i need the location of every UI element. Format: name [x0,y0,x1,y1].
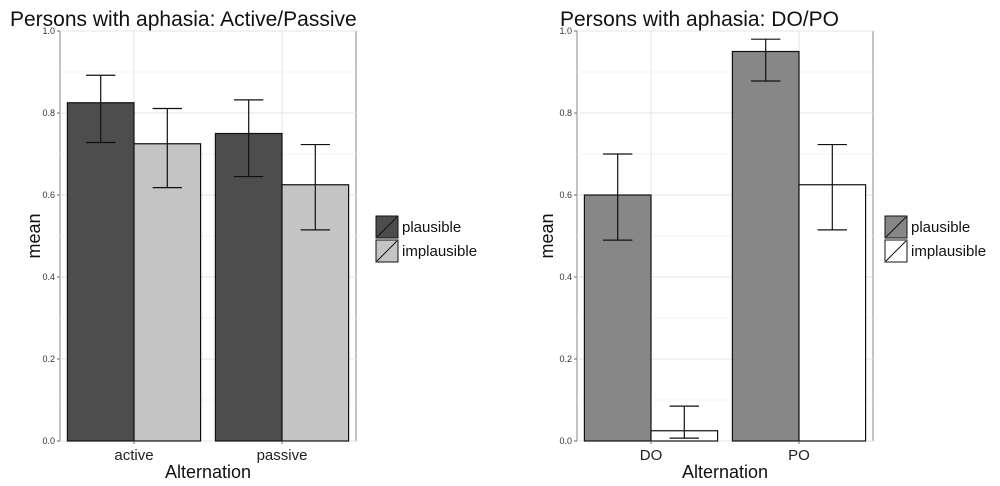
legend-key-slash [376,216,398,238]
legend-key-slash [376,240,398,262]
bar-plausible-PO [731,50,800,442]
chart-title: Persons with aphasia: DO/PO [560,8,839,31]
chart-do-po: Persons with aphasia: DO/PO 0.0 0.2 0.4 0.6 0… [537,8,986,482]
legend-label-implausible: implausible [911,243,986,260]
legend-label-plausible: plausible [911,219,970,236]
chart-title: Persons with aphasia: Active/Passive [10,8,357,31]
y-tick-label: 0.6 [559,190,572,200]
legend-label-implausible: implausible [402,243,477,260]
y-tick-label: 0.6 [42,190,55,200]
x-tick-label: PO [788,447,810,464]
x-tick-label: DO [640,447,663,464]
y-tick-label: 0.4 [42,272,55,282]
y-tick-label: 0.0 [42,436,55,446]
bar-implausible-active [133,143,202,442]
y-axis-label: mean [537,213,557,258]
x-axis-label: Alternation [682,462,768,482]
y-tick-label: 0.8 [42,108,55,118]
bar-plausible-passive [214,132,283,442]
y-tick-label: 1.0 [42,26,55,36]
chart-active-passive: Persons with aphasia: Active/Passive 0.0 0… [10,8,477,482]
y-tick-label: 1.0 [559,26,572,36]
legend-label-plausible: plausible [402,219,461,236]
y-axis-label: mean [24,213,44,258]
y-tick-label: 0.4 [559,272,572,282]
y-tick-label: 0.8 [559,108,572,118]
bar-plausible-active [66,102,135,442]
x-tick-label: active [114,447,153,464]
y-tick-label: 0.0 [559,436,572,446]
x-axis-label: Alternation [165,462,251,482]
legend-key-slash [885,216,907,238]
y-tick-label: 0.2 [42,354,55,364]
legend-key-slash [885,240,907,262]
y-tick-label: 0.2 [559,354,572,364]
x-tick-label: passive [257,447,308,464]
